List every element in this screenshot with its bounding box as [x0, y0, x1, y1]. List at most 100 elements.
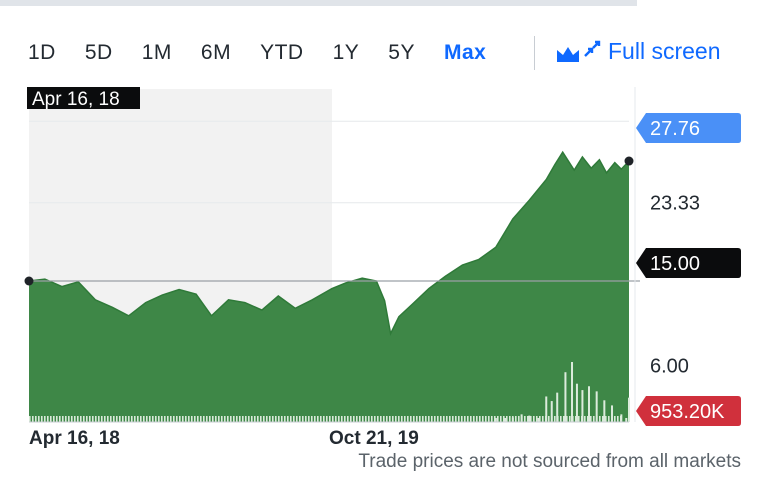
- volume-bar: [485, 416, 487, 422]
- volume-bar: [419, 416, 421, 422]
- volume-bar: [257, 416, 259, 422]
- volume-bar: [65, 416, 67, 422]
- volume-bar: [287, 416, 289, 422]
- fullscreen-label: Full screen: [608, 38, 721, 64]
- last-volume-tag-bg: [636, 396, 741, 426]
- volume-bar: [254, 416, 256, 422]
- volume-bar: [83, 416, 85, 422]
- volume-bar: [98, 416, 100, 422]
- volume-bar: [47, 416, 49, 422]
- volume-bar: [605, 416, 607, 422]
- volume-bar: [266, 416, 268, 422]
- volume-bar: [221, 416, 223, 422]
- range-5y[interactable]: 5Y: [388, 41, 415, 64]
- volume-bar: [413, 416, 415, 422]
- fullscreen-button[interactable]: Full screen: [556, 38, 720, 65]
- reference-price-tag: 15.00: [636, 248, 741, 278]
- volume-bar: [329, 416, 331, 422]
- volume-bar: [575, 383, 578, 422]
- volume-bar: [197, 416, 199, 422]
- volume-bar: [542, 416, 544, 422]
- volume-bar: [404, 416, 406, 422]
- volume-bar: [599, 416, 601, 422]
- volume-bar: [137, 416, 139, 422]
- volume-bar: [218, 416, 220, 422]
- last-price-dot: [624, 156, 634, 166]
- volume-bar: [422, 416, 424, 422]
- volume-bar: [617, 416, 619, 422]
- volume-bar: [428, 416, 430, 422]
- volume-bar: [377, 416, 379, 422]
- volume-bar: [293, 416, 295, 422]
- volume-bar: [588, 386, 590, 422]
- volume-bar: [569, 416, 571, 422]
- volume-bar: [62, 416, 64, 422]
- volume-bar: [275, 416, 277, 422]
- range-ytd[interactable]: YTD: [260, 41, 304, 64]
- last-volume-tag: 953.20K: [636, 396, 741, 426]
- volume-bar: [494, 416, 496, 422]
- range-1m[interactable]: 1M: [141, 41, 172, 64]
- range-1y[interactable]: 1Y: [332, 41, 360, 64]
- volume-bar: [299, 416, 301, 422]
- volume-bar: [380, 416, 382, 422]
- volume-bar: [476, 416, 478, 422]
- volume-bar: [224, 416, 226, 422]
- last-price-tag-text: 27.76: [650, 118, 700, 140]
- volume-bar: [308, 416, 310, 422]
- volume-bar: [614, 416, 616, 422]
- volume-bar: [272, 416, 274, 422]
- volume-bar: [278, 416, 280, 422]
- volume-bar: [95, 416, 97, 422]
- volume-bar: [595, 391, 598, 422]
- volume-bar: [302, 416, 304, 422]
- volume-bar: [356, 416, 358, 422]
- volume-bar: [590, 416, 592, 422]
- volume-bar: [494, 418, 497, 422]
- volume-bar: [464, 416, 466, 422]
- top-divider: [0, 0, 637, 6]
- volume-bar: [491, 416, 493, 422]
- volume-bar: [500, 416, 502, 422]
- volume-bar: [398, 416, 400, 422]
- volume-bar: [347, 416, 349, 422]
- volume-bar: [350, 416, 352, 422]
- volume-bar: [170, 416, 172, 422]
- volume-bar: [314, 416, 316, 422]
- volume-bar: [119, 416, 121, 422]
- volume-bar: [284, 416, 286, 422]
- range-6m[interactable]: 6M: [200, 41, 232, 64]
- volume-bar: [116, 416, 118, 422]
- volume-bar: [341, 416, 343, 422]
- volume-bar: [528, 415, 531, 422]
- range-selector: 1D 5D 1M 6M YTD 1Y 5Y Max: [28, 38, 515, 68]
- volume-bar: [53, 416, 55, 422]
- volume-bar: [188, 416, 190, 422]
- volume-bar: [564, 372, 567, 422]
- volume-bar: [554, 416, 556, 422]
- volume-bar: [482, 416, 484, 422]
- volume-bar: [146, 416, 148, 422]
- volume-bar: [164, 416, 166, 422]
- volume-bar: [185, 416, 187, 422]
- range-5d[interactable]: 5D: [84, 41, 113, 64]
- y-tick-label: 23.33: [650, 193, 700, 215]
- volume-bar: [560, 416, 562, 422]
- volume-bar: [479, 416, 481, 422]
- volume-bar: [296, 416, 298, 422]
- range-1d[interactable]: 1D: [28, 41, 56, 64]
- volume-bar: [233, 416, 235, 422]
- volume-bar: [587, 416, 589, 422]
- x-tick-label: Apr 16, 18: [29, 428, 120, 449]
- volume-bar: [518, 416, 520, 422]
- volume-bar: [161, 416, 163, 422]
- volume-bar: [56, 416, 58, 422]
- volume-bar: [437, 416, 439, 422]
- volume-bar: [506, 416, 508, 422]
- x-tick-label: Oct 21, 19: [329, 428, 419, 449]
- hover-date-bg: [27, 87, 140, 109]
- range-max[interactable]: Max: [443, 41, 487, 64]
- volume-bar: [269, 416, 271, 422]
- volume-bar: [335, 416, 337, 422]
